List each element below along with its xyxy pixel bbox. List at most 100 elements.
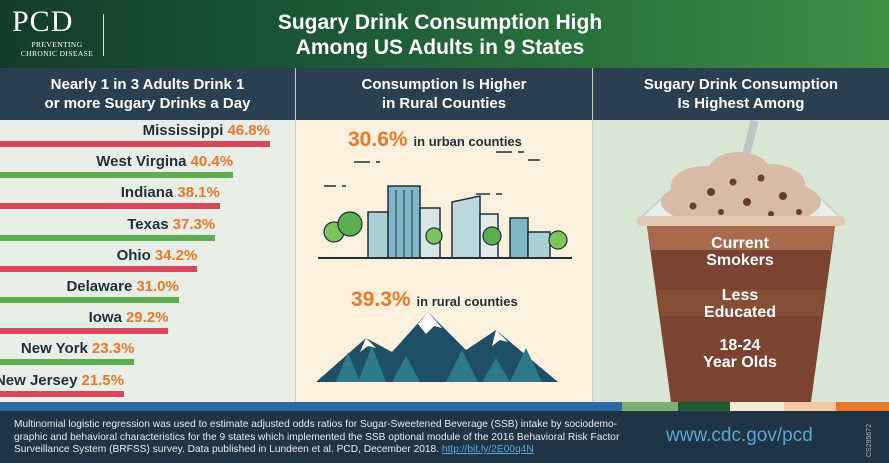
bar-label: Indiana 38.1% — [121, 184, 220, 201]
rural-stat: 39.3% in rural counties — [351, 288, 518, 312]
bar-label: Mississippi 46.8% — [143, 122, 270, 139]
mountains-icon — [316, 312, 558, 382]
rural-value: 39.3% — [351, 288, 411, 311]
document-id: CS295672 — [866, 423, 873, 457]
bar — [0, 141, 270, 147]
bar-row: Iowa 29.2% — [0, 307, 295, 338]
landscape-illustration — [316, 151, 572, 382]
bar — [0, 234, 216, 241]
color-strip-cream — [730, 402, 784, 411]
bar-label: New Jersey 21.5% — [0, 372, 124, 389]
group-education-line-2: Educated — [703, 304, 776, 321]
urban-label: in urban counties — [413, 134, 522, 149]
bar-category-label: New Jersey — [0, 371, 78, 389]
bar-value-label: 34.2% — [154, 246, 198, 264]
bar-label: Delaware 31.0% — [66, 278, 178, 295]
col3-line-2: Is Highest Among — [677, 95, 805, 112]
bar-category-label: Iowa — [88, 309, 122, 327]
group-smokers: Current Smokers — [650, 235, 830, 269]
page-title: Sugary Drink Consumption High Among US A… — [110, 10, 770, 60]
urban-value: 30.6% — [348, 128, 408, 151]
group-smokers-line-2: Smokers — [706, 252, 774, 269]
bar — [0, 172, 234, 179]
bar-category-label: Delaware — [66, 278, 133, 295]
title-line-2: Among US Adults in 9 States — [295, 36, 585, 59]
footer-source-link[interactable]: http://bit.ly/2E00q4N — [441, 444, 534, 456]
footer-methods-text: Multinomial logistic regression was used… — [14, 419, 634, 457]
bar-value-label: 23.3% — [91, 340, 135, 358]
group-education: Less Educated — [650, 287, 830, 321]
col1-line-2: or more Sugary Drinks a Day — [44, 95, 251, 112]
bar-value-label: 46.8% — [227, 122, 270, 139]
color-strip-blue — [0, 402, 622, 411]
bar-category-label: Ohio — [116, 246, 151, 264]
group-education-line-1: Less — [721, 287, 759, 304]
bar-label: Iowa 29.2% — [89, 309, 169, 326]
header-banner: PCD PREVENTING CHRONIC DISEASE Sugary Dr… — [0, 0, 889, 68]
pcd-logo[interactable]: PCD PREVENTING CHRONIC DISEASE — [12, 5, 102, 59]
bar — [0, 359, 135, 366]
city-skyline-icon — [318, 185, 572, 259]
bar-value-label: 37.3% — [172, 215, 216, 233]
state-bar-chart: Mississippi 46.8% West Virgina 40.4% Indiana… — [0, 120, 295, 402]
bar-category-label: Texas — [127, 215, 169, 233]
logo-main-text: PCD — [12, 5, 74, 38]
bar-row: New Jersey 21.5% — [0, 370, 295, 401]
footer: Multinomial logistic regression was used… — [0, 411, 889, 463]
col2-line-1: Consumption Is Higher — [361, 76, 527, 93]
logo-line-1: PREVENTING — [31, 40, 83, 49]
col1-line-1: Nearly 1 in 3 Adults Drink 1 — [50, 76, 245, 93]
rural-urban-panel: 30.6% in urban counties — [296, 120, 592, 402]
bar-value-label: 21.5% — [81, 371, 125, 389]
bar-row: Mississippi 46.8% — [0, 120, 295, 151]
drink-cup-icon — [637, 120, 845, 402]
bar-category-label: New York — [20, 340, 88, 358]
color-strip-peach — [784, 402, 836, 411]
bar-category-label: Mississippi — [142, 122, 224, 139]
bar-value-label: 40.4% — [190, 153, 234, 171]
bar — [0, 265, 198, 272]
col2-line-2: in Rural Counties — [381, 95, 507, 112]
title-line-1: Sugary Drink Consumption High — [277, 11, 603, 34]
bar — [0, 203, 220, 210]
bar — [0, 297, 179, 303]
column-divider — [295, 68, 296, 402]
col3-line-1: Sugary Drink Consumption — [643, 76, 839, 93]
column-divider — [592, 68, 593, 402]
color-strip-sage — [622, 402, 678, 411]
bar-category-label: West Virgina — [96, 153, 187, 171]
bar-row: Ohio 34.2% — [0, 245, 295, 276]
logo-line-2: CHRONIC DISEASE — [20, 49, 94, 58]
urban-stat: 30.6% in urban counties — [348, 128, 522, 152]
bar-row: West Virgina 40.4% — [0, 151, 295, 182]
bar-row: New York 23.3% — [0, 338, 295, 369]
bar — [0, 390, 125, 397]
bar-value-label: 29.2% — [125, 309, 169, 327]
bar-value-label: 38.1% — [177, 184, 220, 202]
logo-sub-text: PREVENTING CHRONIC DISEASE — [12, 40, 102, 58]
bar-label: Texas 37.3% — [127, 216, 215, 233]
logo-divider — [103, 14, 104, 56]
bar-value-label: 31.0% — [136, 278, 179, 295]
footer-text: Multinomial logistic regression was used… — [14, 419, 620, 456]
bar-row: Texas 37.3% — [0, 214, 295, 245]
bar-row: Indiana 38.1% — [0, 182, 295, 213]
bar-label: New York 23.3% — [21, 340, 135, 357]
sky-dashes-icon — [324, 151, 540, 195]
bar-label: Ohio 34.2% — [117, 247, 198, 264]
column-header-states: Nearly 1 in 3 Adults Drink 1 or more Sug… — [0, 68, 295, 120]
group-smokers-line-1: Current — [711, 235, 769, 252]
bar-category-label: Indiana — [120, 184, 174, 202]
bar-row: Delaware 31.0% — [0, 276, 295, 307]
color-strip-green — [678, 402, 730, 411]
bar — [0, 328, 169, 335]
group-age: 18-24 Year Olds — [650, 337, 830, 371]
color-strip-orange — [836, 402, 889, 411]
group-age-line-2: Year Olds — [703, 354, 777, 371]
bar-label: West Virgina 40.4% — [96, 153, 233, 170]
column-header-groups: Sugary Drink Consumption Is Highest Amon… — [593, 68, 889, 120]
rural-label: in rural counties — [416, 294, 518, 309]
group-age-line-1: 18-24 — [719, 337, 761, 354]
cdc-url-link[interactable]: www.cdc.gov/pcd — [666, 425, 813, 446]
column-header-rural: Consumption Is Higher in Rural Counties — [296, 68, 592, 120]
